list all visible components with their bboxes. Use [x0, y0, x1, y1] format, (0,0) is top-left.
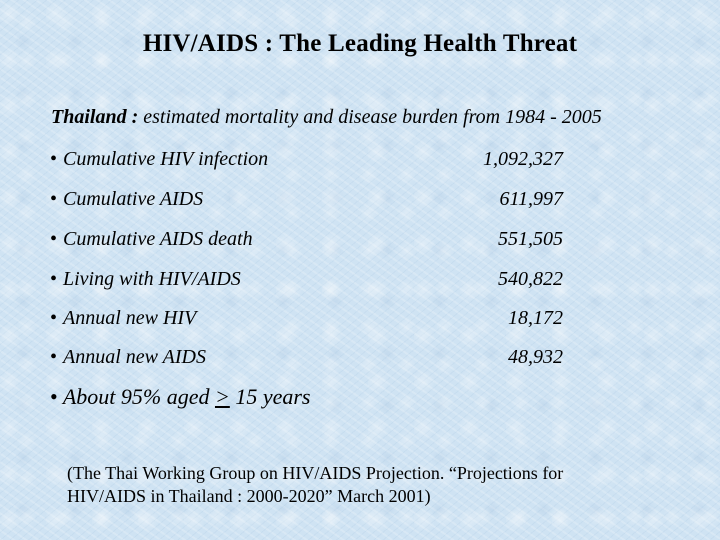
bullet: •	[50, 148, 58, 170]
subtitle: Thailand : estimated mortality and disea…	[51, 106, 602, 129]
stat-label: Cumulative HIV infection	[63, 148, 269, 170]
greater-equal-symbol: >	[214, 384, 230, 409]
page-title: HIV/AIDS : The Leading Health Threat	[142, 30, 578, 57]
stat-label: Cumulative AIDS death	[63, 228, 253, 250]
stat-value: 48,932	[508, 346, 563, 368]
stat-row-living-with-hiv: • Living with HIV/AIDS 540,822	[50, 268, 570, 296]
bullet: •	[50, 188, 58, 210]
stat-value: 18,172	[508, 307, 563, 329]
bullet: •	[50, 384, 58, 409]
bullet: •	[50, 268, 58, 290]
stat-row-cumulative-aids: • Cumulative AIDS 611,997	[50, 188, 570, 216]
stat-label: Cumulative AIDS	[63, 188, 204, 210]
stat-value: 1,092,327	[483, 148, 563, 170]
stat-row-cumulative-hiv: • Cumulative HIV infection 1,092,327	[50, 148, 570, 176]
subtitle-text: estimated mortality and disease burden f…	[143, 106, 602, 128]
stat-row-annual-new-aids: • Annual new AIDS 48,932	[50, 346, 570, 374]
stat-label: Annual new HIV	[63, 307, 197, 329]
stat-row-cumulative-aids-death: • Cumulative AIDS death 551,505	[50, 228, 570, 256]
age-note-text: About 95% aged	[62, 384, 210, 409]
subtitle-country: Thailand :	[51, 106, 139, 128]
stat-value: 551,505	[498, 228, 563, 250]
stat-row-annual-new-hiv: • Annual new HIV 18,172	[50, 307, 570, 335]
stat-label: Living with HIV/AIDS	[63, 268, 241, 290]
stat-label: Annual new AIDS	[63, 346, 206, 368]
stat-value: 611,997	[499, 188, 563, 210]
citation: (The Thai Working Group on HIV/AIDS Proj…	[67, 462, 667, 508]
age-note: • About 95% aged > 15 years	[50, 384, 310, 410]
bullet: •	[50, 307, 58, 329]
citation-line-1: (The Thai Working Group on HIV/AIDS Proj…	[67, 463, 564, 483]
bullet: •	[50, 346, 58, 368]
age-note-years: 15 years	[235, 384, 311, 409]
stat-value: 540,822	[498, 268, 563, 290]
citation-line-2: HIV/AIDS in Thailand : 2000-2020” March …	[67, 486, 431, 506]
bullet: •	[50, 228, 58, 250]
